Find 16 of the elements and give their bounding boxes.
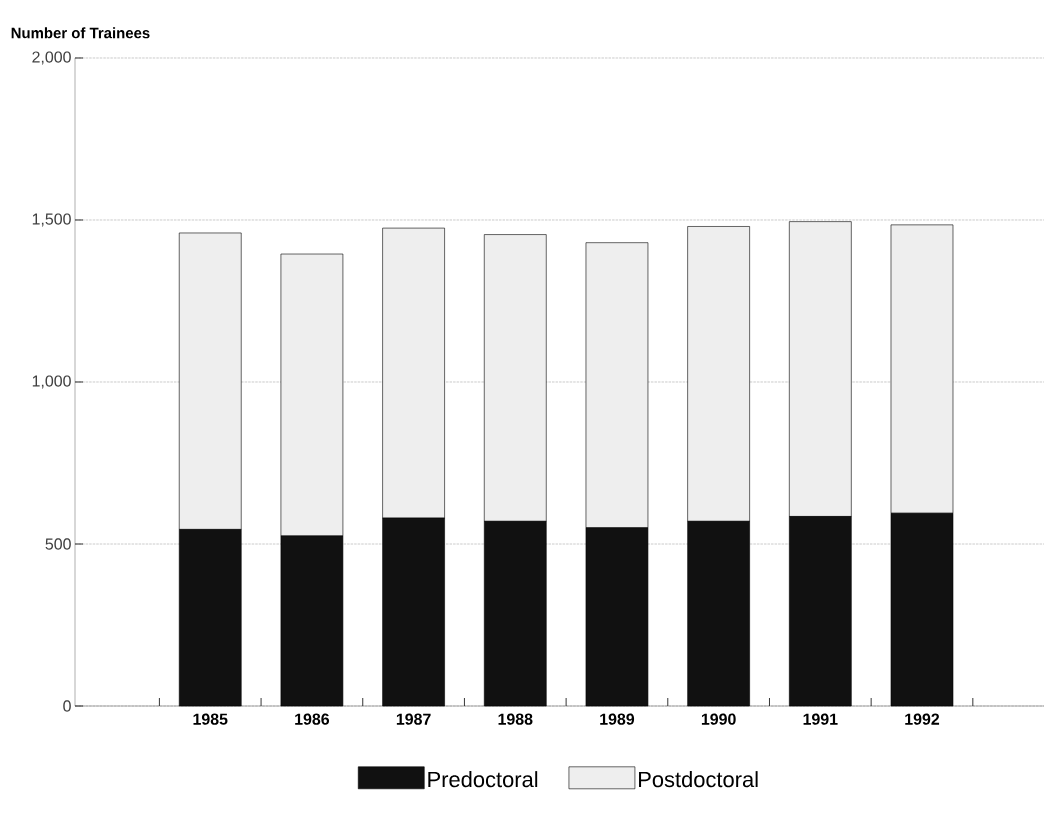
- y-tick-label: 0: [63, 700, 71, 712]
- y-tick-label: 2,000: [32, 51, 71, 65]
- x-tick-label: 1988: [498, 713, 533, 725]
- x-tick-label: 1985: [193, 713, 228, 725]
- x-tick-label: 1986: [295, 713, 330, 725]
- legend-label: Predoctoral: [428, 771, 538, 788]
- y-tick-label: 1,000: [32, 375, 71, 389]
- y-tick-label: 500: [45, 538, 71, 550]
- x-tick-label: 1991: [803, 713, 838, 725]
- x-tick-label: 1990: [701, 713, 736, 725]
- y-tick-label: 1,500: [32, 213, 71, 227]
- x-tick-label: 1992: [905, 713, 940, 725]
- x-tick-label: 1989: [600, 713, 635, 725]
- y-axis-title: Number of Trainees: [11, 27, 150, 39]
- legend-label: Postdoctoral: [639, 771, 758, 788]
- x-tick-label: 1987: [396, 713, 431, 725]
